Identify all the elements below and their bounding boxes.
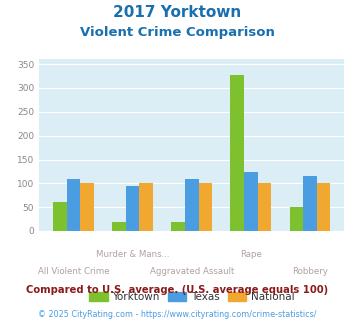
Bar (139, 183, 153, 231)
Text: Rape: Rape (240, 250, 262, 259)
Bar (80, 183, 94, 231)
Bar (185, 179, 198, 231)
Text: All Violent Crime: All Violent Crime (38, 267, 109, 276)
Bar (53, 202, 66, 231)
Text: Murder & Mans...: Murder & Mans... (96, 250, 169, 259)
Bar (303, 176, 317, 231)
Text: 2017 Yorktown: 2017 Yorktown (113, 5, 242, 20)
Bar (317, 183, 331, 231)
Text: © 2025 CityRating.com - https://www.cityrating.com/crime-statistics/: © 2025 CityRating.com - https://www.city… (38, 310, 317, 319)
Bar (198, 183, 212, 231)
Bar (230, 75, 244, 231)
Bar (112, 222, 126, 231)
Text: Aggravated Assault: Aggravated Assault (149, 267, 234, 276)
Bar (290, 207, 303, 231)
Bar (258, 183, 271, 231)
Text: Compared to U.S. average. (U.S. average equals 100): Compared to U.S. average. (U.S. average … (26, 285, 329, 295)
Bar (126, 186, 139, 231)
Bar (244, 172, 258, 231)
Bar (171, 222, 185, 231)
Legend: Yorktown, Texas, National: Yorktown, Texas, National (85, 288, 299, 306)
Bar (66, 179, 80, 231)
Text: Violent Crime Comparison: Violent Crime Comparison (80, 26, 275, 39)
Text: Robbery: Robbery (292, 267, 328, 276)
